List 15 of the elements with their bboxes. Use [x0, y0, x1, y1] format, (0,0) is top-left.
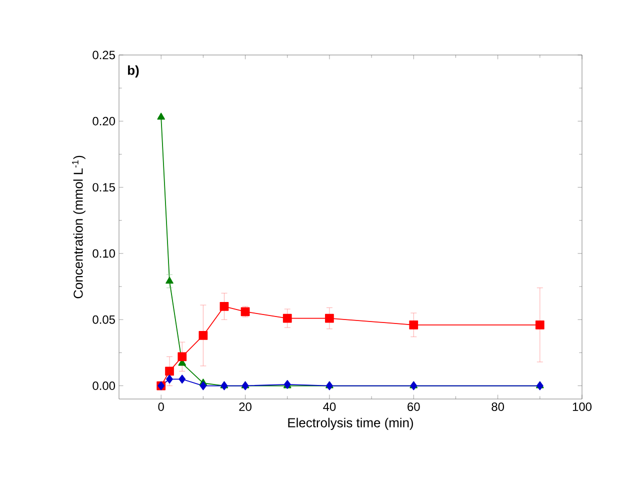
y-tick-label: 0.25	[92, 50, 115, 60]
y-axis-title: Concentration (mmol L$^{-1}$)	[72, 156, 86, 298]
y-tick-label: 0.05	[92, 315, 115, 324]
x-axis-title: Electrolysis time (min)	[288, 418, 414, 430]
x-tick-label: 80	[492, 402, 504, 411]
annotation: b)	[128, 65, 139, 78]
x-tick-label: 40	[323, 402, 336, 411]
x-tick-label: 60	[408, 402, 420, 411]
y-tick-label: 0.20	[92, 116, 116, 126]
y-tick-label: 0.15	[92, 183, 115, 192]
x-tick-label: 0	[158, 402, 164, 411]
y-tick-label: 0.00	[92, 382, 116, 390]
x-tick-label: 100	[572, 402, 592, 411]
x-tick-label: 20	[239, 402, 252, 411]
y-tick-label: 0.10	[92, 249, 116, 258]
